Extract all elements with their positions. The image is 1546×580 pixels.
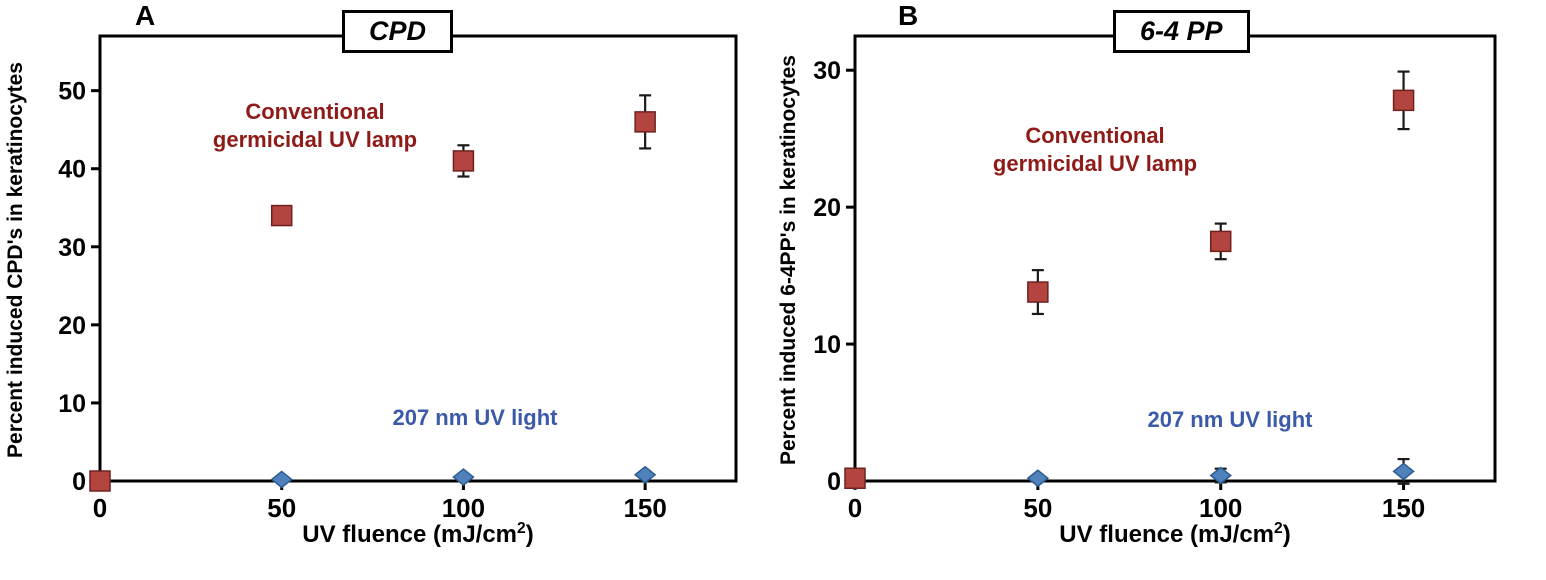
series-label-207nm: 207 nm UV light — [1147, 407, 1313, 432]
chart-title-cpd: CPD — [342, 10, 454, 53]
x-tick-label: 0 — [848, 493, 862, 523]
x-axis-label-text: UV fluence (mJ/cm — [302, 521, 518, 548]
x-tick-label: 0 — [93, 493, 107, 523]
y-axis-label: Percent induced 6-4PP's in keratinocytes — [777, 55, 800, 465]
y-tick-label: 30 — [813, 57, 841, 85]
series-label-conventional-lamp: Conventional germicidal UV lamp — [992, 123, 1198, 176]
marker-square-conventional-lamp — [634, 111, 656, 133]
x-axis-label-superscript: 2 — [517, 520, 526, 537]
x-axis-label: UV fluence (mJ/cm2) — [100, 520, 736, 549]
panel-label-a: A — [135, 0, 156, 31]
marker-diamond-207nm — [452, 468, 475, 487]
marker-diamond-207nm — [1209, 466, 1232, 485]
marker-square-conventional-lamp — [452, 150, 475, 172]
series-label-conventional-lamp: Conventional germicidal UV lamp — [212, 99, 418, 152]
marker-square-conventional-lamp — [844, 467, 866, 490]
x-axis-label: UV fluence (mJ/cm2) — [855, 520, 1495, 549]
y-tick-label: 40 — [58, 156, 86, 184]
y-tick-label: 10 — [58, 390, 86, 418]
y-tick-label: 20 — [813, 194, 841, 222]
y-tick-label: 10 — [813, 331, 841, 359]
panel-b: B 6-4 PP Percent induced 6-4PP's in kera… — [773, 0, 1546, 580]
x-tick-label: 50 — [1023, 493, 1052, 523]
series-label-207nm: 207 nm UV light — [392, 405, 558, 430]
marker-diamond-207nm — [1026, 469, 1050, 488]
marker-square-conventional-lamp — [1027, 281, 1049, 303]
chart-plot-cpd: 0 50 100 150 0 10 20 30 40 50 — [58, 34, 738, 523]
x-axis-label-close: ) — [1282, 521, 1291, 548]
y-tick-label: 50 — [58, 78, 86, 106]
y-tick-label: 30 — [58, 234, 86, 262]
marker-square-conventional-lamp — [1392, 89, 1415, 112]
x-axis-label-text: UV fluence (mJ/cm — [1059, 521, 1275, 548]
marker-diamond-207nm — [1392, 462, 1415, 481]
x-tick-label: 150 — [623, 493, 666, 523]
chart-plot-64pp: 0 50 100 150 0 10 20 30 — [813, 34, 1497, 523]
panel-a: A CPD Percent induced CPD's in keratinoc… — [4, 0, 738, 549]
marker-diamond-207nm — [633, 465, 657, 484]
x-tick-label: 150 — [1382, 493, 1425, 523]
x-axis-label-close: ) — [525, 521, 534, 548]
x-axis-label-superscript: 2 — [1274, 520, 1283, 537]
y-tick-label: 0 — [827, 468, 841, 496]
marker-diamond-207nm — [270, 470, 293, 489]
panel-label-b: B — [898, 0, 919, 31]
y-tick-label: 0 — [72, 468, 86, 496]
x-tick-label: 100 — [1199, 493, 1242, 523]
x-tick-label: 100 — [442, 493, 485, 523]
marker-square-conventional-lamp — [1209, 230, 1232, 253]
marker-square-conventional-lamp — [89, 470, 111, 492]
x-tick-label: 50 — [267, 493, 296, 523]
marker-square-conventional-lamp — [270, 204, 293, 227]
y-axis-label: Percent induced CPD's in keratinocytes — [4, 62, 27, 458]
chart-title-64pp: 6-4 PP — [1113, 10, 1250, 53]
y-tick-label: 20 — [58, 312, 86, 340]
